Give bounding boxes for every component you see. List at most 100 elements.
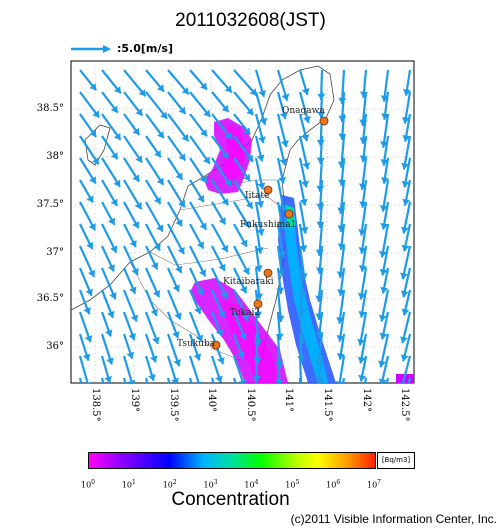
lat-label: 36.5° xyxy=(36,293,64,304)
wind-arrow-head xyxy=(157,130,164,139)
wind-arrow-head xyxy=(88,223,96,231)
wind-arrow-head xyxy=(104,376,112,383)
wind-arrow-head xyxy=(401,162,410,170)
wind-arrow-head xyxy=(172,331,180,339)
wind-arrow-head xyxy=(110,198,118,206)
wind-arrow-head xyxy=(281,140,289,147)
wind-arrow-head xyxy=(152,290,161,298)
wind-arrow-head xyxy=(178,106,186,114)
wind-arrow-head xyxy=(220,291,228,299)
wind-arrow-head xyxy=(156,177,164,185)
wind-arrow-head xyxy=(152,336,160,344)
wind-arrow-head xyxy=(200,82,207,90)
wind-arrow-head xyxy=(399,382,403,383)
wind-arrow-head xyxy=(92,157,99,165)
lat-label: 37.5° xyxy=(36,199,64,210)
wind-arrow-head xyxy=(400,272,408,280)
wind-arrow-head xyxy=(357,293,366,300)
wind-arrow-head xyxy=(358,374,367,382)
wind-arrow-head xyxy=(400,290,409,298)
colorbar-tick-label: 103 xyxy=(203,479,218,490)
lat-label: 38° xyxy=(46,151,64,162)
wind-arrow-head xyxy=(241,313,250,322)
wind-arrow-head xyxy=(134,202,142,210)
wind-arrow-head xyxy=(316,221,325,228)
wind-arrow-shaft xyxy=(254,377,258,383)
wind-arrow-head xyxy=(132,127,140,136)
wind-arrow-head xyxy=(157,84,164,92)
lon-label: 141° xyxy=(283,388,294,413)
wind-arrow-head xyxy=(86,195,94,203)
wind-arrow-head xyxy=(380,223,389,230)
wind-arrow-head xyxy=(156,224,164,232)
site-label-kitaibaraki: Kitaibaraki xyxy=(223,277,274,287)
wind-arrow-head xyxy=(401,308,410,316)
wind-arrow-head xyxy=(89,129,97,137)
wind-arrow-head xyxy=(302,162,311,170)
wind-arrow-head xyxy=(200,129,207,137)
colorbar-tick-label: 102 xyxy=(162,479,177,490)
wind-arrow-head xyxy=(380,177,389,184)
wind-arrow-head xyxy=(300,226,309,234)
lon-label: 138.5° xyxy=(90,388,101,422)
wind-arrow-head xyxy=(87,381,92,383)
lon-label: 139° xyxy=(129,388,140,413)
site-marker-onagawa xyxy=(319,116,329,126)
site-label-tsukuba: Tsukuba xyxy=(177,339,216,349)
wind-arrow-head xyxy=(357,356,366,364)
wind-arrow-head xyxy=(89,83,97,91)
wind-arrow-head xyxy=(255,247,264,254)
wind-arrow-head xyxy=(299,245,308,252)
wind-arrow-head xyxy=(279,158,288,166)
wind-arrow-head xyxy=(224,132,232,140)
wind-arrow-head xyxy=(237,398,245,405)
wind-arrow-head xyxy=(175,219,183,227)
wind-arrow-head xyxy=(224,178,232,187)
wind-arrow-head xyxy=(193,353,202,361)
site-label-tokai2: Tokai2 xyxy=(230,308,261,318)
wind-arrow-head xyxy=(358,311,367,318)
wind-arrow-head xyxy=(246,154,253,162)
wind-arrow-head xyxy=(129,286,137,294)
wind-arrow-head xyxy=(149,355,158,363)
wind-arrow-head xyxy=(402,135,411,142)
wind-arrow-head xyxy=(200,175,207,183)
wind-arrow-head xyxy=(221,151,229,159)
wind-arrow-shaft xyxy=(298,355,303,383)
wind-arrow-head xyxy=(243,127,251,135)
wind-arrow-head xyxy=(110,245,118,253)
wind-arrow-head xyxy=(135,108,143,116)
wind-arrow-head xyxy=(242,267,250,275)
wind-arrow-head xyxy=(297,384,305,390)
wind-arrow-head xyxy=(258,89,267,97)
wind-arrow-head xyxy=(195,334,204,342)
colorbar-tick-label: 106 xyxy=(326,479,341,490)
wind-arrow-head xyxy=(221,244,229,253)
wind-arrow-head xyxy=(89,176,96,184)
wind-arrow-head xyxy=(378,360,386,368)
wind-arrow-head xyxy=(132,174,140,182)
wind-arrow-shaft xyxy=(122,377,127,383)
graticule xyxy=(71,61,414,383)
colorbar xyxy=(88,452,376,469)
wind-arrow-head xyxy=(401,117,410,124)
site-marker-fukushima1 xyxy=(284,209,294,219)
wind-arrow-head xyxy=(132,221,140,229)
wind-arrow-head xyxy=(256,228,265,236)
wind-arrow-head xyxy=(315,331,324,338)
wind-arrow-head xyxy=(203,109,211,117)
wind-arrow-head xyxy=(86,241,94,250)
plume-south-core xyxy=(220,300,278,383)
wind-arrow-head xyxy=(239,332,247,340)
wind-arrow-shaft xyxy=(407,377,412,383)
site-label-onagawa: Onagawa xyxy=(282,106,325,116)
wind-arrow-head xyxy=(221,104,229,113)
wind-arrow-head xyxy=(199,222,207,230)
map-title: 2011032608(JST) xyxy=(175,10,326,31)
wind-arrow-head xyxy=(221,198,229,206)
wind-arrow-head xyxy=(108,217,116,225)
wind-arrow-head xyxy=(379,332,388,340)
wind-arrow-head xyxy=(129,239,137,248)
wind-arrow-head xyxy=(399,336,408,344)
